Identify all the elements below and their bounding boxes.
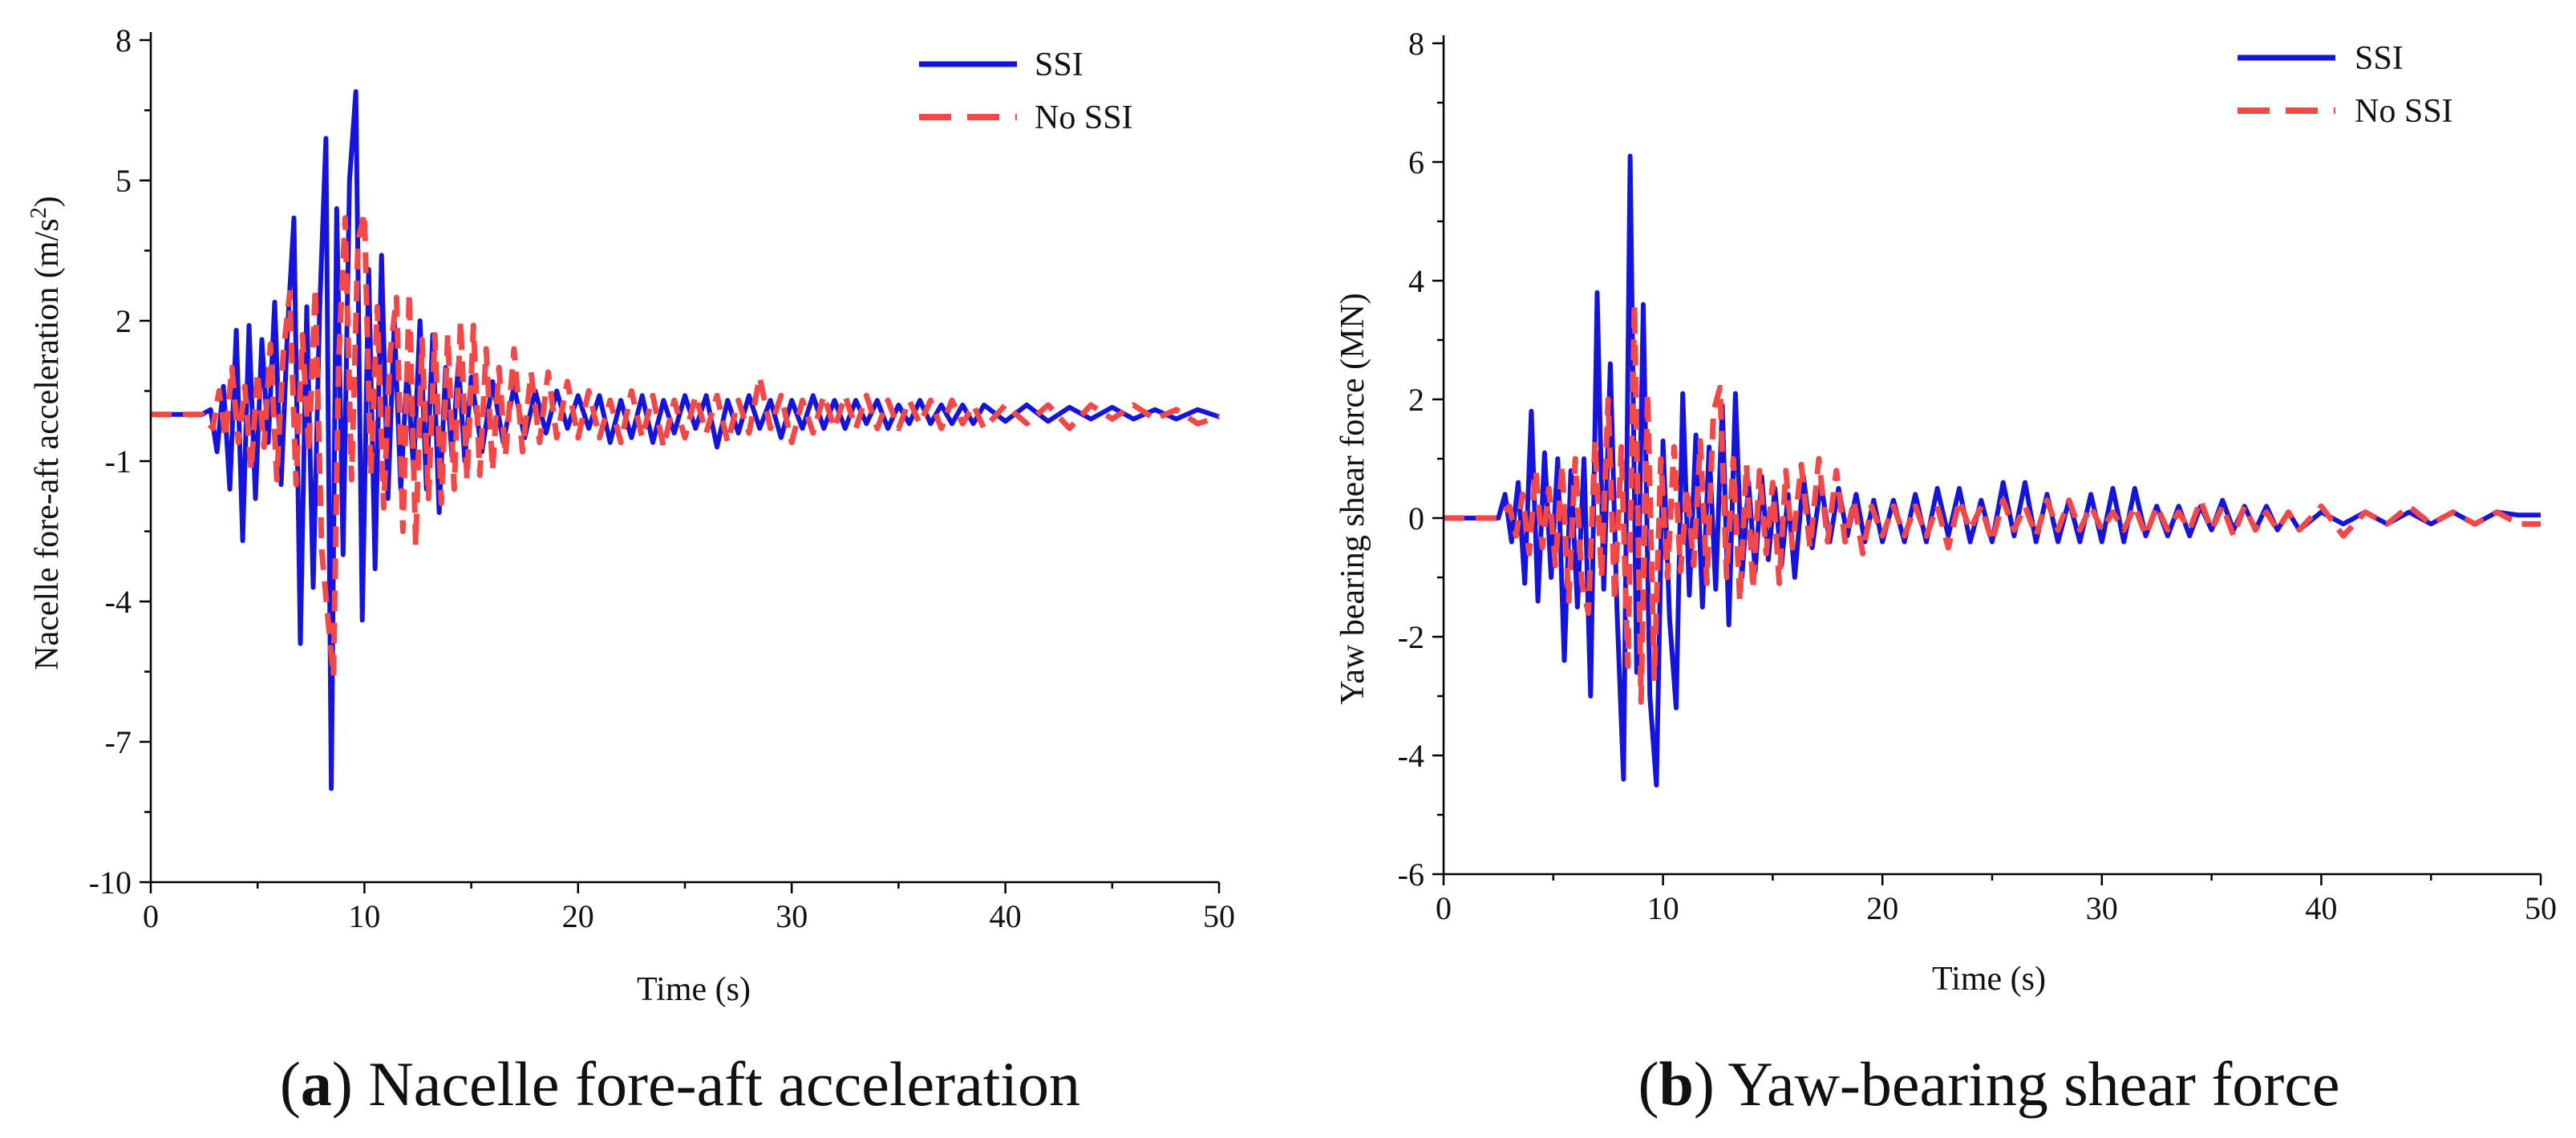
- panel-a-x-tick-label: 30: [776, 898, 808, 934]
- panel-a-legend: SSI No SSI: [919, 47, 1133, 136]
- panel-b-y-tick-label: 8: [1408, 26, 1424, 62]
- panel-b-caption: (b) Yaw-bearing shear force: [1638, 1049, 2339, 1119]
- panel-b-legend-ssi-label: SSI: [2355, 40, 2404, 77]
- panel-a-legend-nossi-label: No SSI: [1035, 99, 1133, 136]
- panel-a-y-tick-label: -4: [105, 584, 132, 620]
- panel-a-x-tick-label: 10: [348, 898, 380, 934]
- panel-a-y-tick-label: -10: [89, 865, 132, 901]
- panel-b-series-no-ssi-line: [1444, 302, 2541, 705]
- panel-b-x-tick-label: 40: [2305, 890, 2337, 926]
- panel-b-x-tick-label: 30: [2086, 890, 2118, 926]
- panel-a-y-tick-label: -1: [105, 443, 132, 480]
- panel-a-x-tick-label: 20: [562, 898, 594, 934]
- panel-a-x-tick-label: 0: [143, 898, 159, 934]
- panel-a-y-tick-label: -7: [105, 724, 132, 760]
- panel-a-x-tick-label: 50: [1203, 898, 1235, 934]
- panel-a: 0 10 20 30 40 50 -10 -7 -4 -1 2 5 8 Time (s) Nacelle…: [26, 22, 1236, 1119]
- panel-b-y-tick-label: 6: [1408, 144, 1424, 180]
- panel-a-y-tick-label: 8: [115, 22, 132, 59]
- panel-b-y-tick-label: 4: [1408, 263, 1424, 299]
- panel-a-x-axis-title: Time (s): [637, 971, 751, 1008]
- panel-b-y-tick-label: -2: [1398, 619, 1424, 655]
- panel-a-y-tick-label: 5: [115, 163, 132, 199]
- panel-b: 0 10 20 30 40 50 -6 -4 -2 0 2 4 6 8 Time (s) Yaw bear…: [1335, 26, 2557, 1119]
- panel-a-ticks: 0 10 20 30 40 50 -10 -7 -4 -1 2 5 8: [89, 22, 1235, 934]
- panel-a-x-tick-label: 40: [990, 898, 1022, 934]
- panel-b-legend: SSI No SSI: [2238, 40, 2453, 130]
- panel-a-y-tick-label: 2: [115, 303, 132, 339]
- panel-b-x-tick-label: 10: [1647, 890, 1679, 926]
- panel-b-x-tick-label: 20: [1866, 890, 1898, 926]
- panel-b-ticks: 0 10 20 30 40 50 -6 -4 -2 0 2 4 6 8: [1398, 26, 2557, 926]
- panel-b-y-tick-label: 2: [1408, 382, 1424, 418]
- panel-b-x-tick-label: 0: [1436, 890, 1452, 926]
- panel-a-y-axis-title: Nacelle fore-aft acceleration (m/s2): [26, 196, 67, 670]
- panel-b-y-tick-label: -4: [1398, 738, 1424, 774]
- panel-a-legend-ssi-label: SSI: [1035, 47, 1083, 83]
- panel-b-y-tick-label: -6: [1398, 857, 1424, 893]
- panel-b-x-tick-label: 50: [2525, 890, 2557, 926]
- panel-a-series-ssi-line: [151, 89, 1220, 792]
- panel-a-series-no-ssi-line: [151, 210, 1221, 679]
- panel-b-series-group: [1444, 153, 2541, 788]
- panel-a-caption: (a) Nacelle fore-aft acceleration: [280, 1049, 1080, 1119]
- panel-a-series-group: [151, 89, 1221, 792]
- panel-b-y-tick-label: 0: [1408, 500, 1424, 537]
- panel-b-y-axis-title: Yaw bearing shear force (MN): [1335, 293, 1371, 705]
- panel-b-x-axis-title: Time (s): [1932, 961, 2046, 998]
- panel-b-legend-nossi-label: No SSI: [2355, 93, 2453, 130]
